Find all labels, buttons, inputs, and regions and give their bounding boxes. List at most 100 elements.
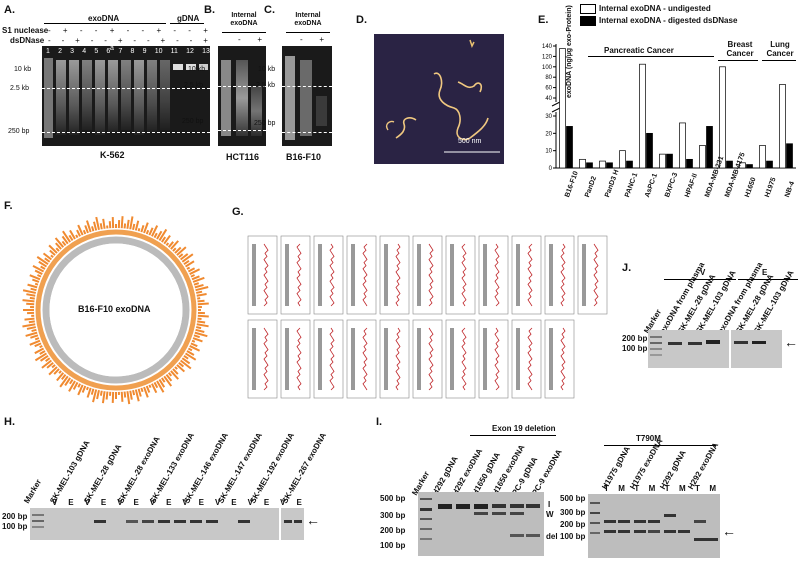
panel-b-dash-lower bbox=[218, 130, 266, 131]
bar-undigested bbox=[659, 153, 666, 169]
bar-digested bbox=[686, 158, 693, 169]
panel-c-dash-upper bbox=[282, 86, 332, 87]
bar-undigested bbox=[739, 162, 746, 169]
x-tick-label: H1650 bbox=[744, 176, 758, 199]
panel-h-arrow-icon: ← bbox=[306, 512, 320, 528]
panel-h-lane-labels: Marker SK-MEL-103 gDNA SK-MEL-28 gDNA SK… bbox=[22, 426, 328, 505]
panel-c-marker-250bp: 250 bp bbox=[254, 120, 276, 127]
panel-j-gel bbox=[648, 330, 782, 368]
panel-i-right-marker-100: 100 bp bbox=[560, 532, 586, 541]
panel-a-s1-signs: - + - - + - - + - - + bbox=[48, 26, 208, 35]
panel-a-gdna-line bbox=[170, 23, 204, 24]
panel-e-legend-undigested: Internal exoDNA - undigested bbox=[580, 4, 711, 14]
y-tick-label: 10 bbox=[545, 149, 552, 155]
panel-e-label: E. bbox=[538, 14, 549, 26]
panel-a-marker-10kb: 10 kb bbox=[14, 66, 32, 73]
legend-swatch-digested bbox=[580, 16, 596, 26]
bar-digested bbox=[566, 126, 573, 169]
panel-i-left-lane-labels: Marker H292 gDNA H292 exoDNA H1650 gDNA … bbox=[410, 426, 568, 497]
panel-e-chart: 0 10 20 30 40 60 80 100 120 140 bbox=[542, 44, 796, 170]
panel-c-label: C. bbox=[264, 4, 275, 16]
panel-d-scale-label: 500 nm bbox=[458, 138, 482, 145]
panel-i-exon19-line bbox=[470, 435, 556, 436]
panel-c-marker-10kb: 10 kb bbox=[258, 66, 276, 73]
panel-h-marker-100: 100 bp bbox=[2, 522, 28, 531]
bar-undigested bbox=[639, 63, 646, 169]
panel-f-circos bbox=[22, 216, 209, 405]
panel-a-marker-2-5kb: 2.5 kb bbox=[10, 85, 30, 92]
panel-a-dash-lower bbox=[42, 132, 210, 133]
panel-j-arrow-icon: ← bbox=[784, 334, 798, 350]
panel-e-group-lung-line bbox=[762, 60, 796, 61]
panel-i-band-label-del: del bbox=[546, 532, 558, 541]
panel-j-group-e: E bbox=[762, 268, 768, 277]
panel-e-group-pancreatic-line bbox=[588, 56, 714, 57]
panel-i-band-label-i: I bbox=[548, 500, 551, 509]
x-tick-label: AsPC-1 bbox=[644, 172, 660, 199]
panel-a-dsdnase-signs: - - + - - + - - + - - + bbox=[48, 36, 208, 45]
panel-c-signs: - + bbox=[300, 35, 324, 44]
bar-undigested bbox=[699, 145, 706, 169]
panel-e-group-lung: Lung Cancer bbox=[766, 40, 794, 58]
panel-b-line bbox=[222, 32, 266, 33]
panel-a-exodna-header: exoDNA bbox=[88, 14, 120, 23]
panel-a-lane-numbers: 1 2 3 4 5 6 7 8 9 10 11 12 13 bbox=[46, 48, 210, 55]
panel-f-title: B16-F10 exoDNA bbox=[78, 304, 151, 314]
y-tick-label: 40 bbox=[545, 96, 552, 102]
bar-undigested bbox=[779, 84, 786, 169]
panel-b-marker-2-5kb: 2.5 kb bbox=[184, 82, 204, 89]
panel-a-dsdnase-label: dsDNase bbox=[10, 36, 45, 45]
panel-i-left-marker-300: 300 bp bbox=[380, 511, 406, 520]
panel-i-exon19-label: Exon 19 deletion bbox=[492, 424, 556, 433]
bar-digested bbox=[626, 160, 633, 169]
panel-j-e-line bbox=[738, 279, 798, 280]
panel-c-marker-2-5kb: 2.5 kb bbox=[256, 82, 276, 89]
bar-undigested bbox=[679, 122, 686, 169]
panel-e-group-breast: Breast Cancer bbox=[726, 40, 754, 58]
bar-digested bbox=[766, 160, 773, 169]
bar-digested bbox=[726, 160, 733, 169]
panel-a-gel: 1 2 3 4 5 6 7 8 9 10 11 12 13 a bbox=[42, 46, 210, 146]
panel-b-signs: - + bbox=[238, 35, 262, 44]
bar-undigested bbox=[559, 48, 566, 169]
panel-j-group-v: V bbox=[700, 268, 706, 277]
panel-g-label: G. bbox=[232, 206, 244, 218]
panel-a-dash-upper bbox=[42, 88, 210, 89]
panel-a-gdna-header: gDNA bbox=[177, 14, 200, 23]
y-tick-label: 140 bbox=[542, 44, 553, 50]
panel-a-marker-250bp: 250 bp bbox=[8, 128, 30, 135]
x-tick-label: PanD2 bbox=[584, 175, 599, 199]
panel-i-left-marker-200: 200 bp bbox=[380, 526, 406, 535]
y-tick-label: 120 bbox=[542, 54, 553, 60]
panel-i-right-marker-500: 500 bp bbox=[560, 494, 586, 503]
panel-b-header: Internal exoDNA bbox=[230, 12, 258, 27]
bar-digested bbox=[746, 164, 753, 169]
panel-i-arrow-icon: ← bbox=[722, 523, 736, 539]
panel-e-group-pancreatic: Pancreatic Cancer bbox=[604, 46, 674, 55]
panel-b-marker-250bp: 250 bp bbox=[182, 118, 204, 125]
bar-digested bbox=[666, 153, 673, 169]
bar-undigested bbox=[599, 160, 606, 169]
x-tick-label: PanD3 H bbox=[604, 168, 621, 199]
x-tick-label: HPAF-II bbox=[684, 172, 700, 199]
bar-undigested bbox=[719, 66, 726, 169]
bar-digested bbox=[706, 126, 713, 169]
panel-i-right-lane-labels: H1975 gDNA H1975 exoDNA H292 gDNA H292 e… bbox=[600, 436, 724, 491]
bar-digested bbox=[586, 162, 593, 169]
panel-a-subletter-a: a bbox=[110, 46, 114, 52]
panel-h-lane-2: SK-MEL-28 gDNA bbox=[82, 442, 124, 505]
x-tick-label: BXPC-3 bbox=[664, 171, 680, 199]
panel-b-cell-line: HCT116 bbox=[226, 152, 260, 162]
y-tick-label: 80 bbox=[545, 75, 552, 81]
panel-b-gel bbox=[218, 46, 266, 146]
panel-a-cell-line: K-562 bbox=[100, 150, 125, 160]
y-tick-label: 60 bbox=[545, 86, 552, 92]
bar-digested bbox=[786, 143, 793, 169]
panel-j-v-line bbox=[664, 279, 736, 280]
bar-digested bbox=[646, 132, 653, 169]
y-tick-label: 100 bbox=[542, 65, 553, 71]
x-tick-label: PANC-1 bbox=[624, 171, 640, 199]
panel-i-t790m-label: T790M bbox=[636, 434, 661, 443]
panel-a-label: A. bbox=[4, 4, 15, 16]
